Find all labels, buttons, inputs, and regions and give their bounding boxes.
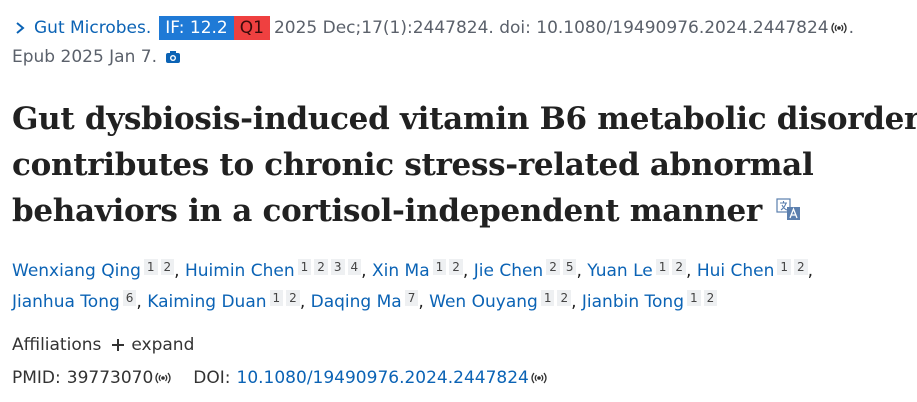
epub: Epub 2025 Jan 7. (12, 47, 157, 67)
affiliation-number[interactable]: 1 (143, 259, 158, 275)
title-line: Gut dysbiosis-induced vitamin B6 metabol… (12, 101, 917, 137)
author-name[interactable]: Yuan Le (587, 261, 653, 281)
affiliation-number[interactable]: 3 (330, 259, 345, 275)
affiliation-number[interactable]: 2 (314, 259, 328, 275)
affiliation-number[interactable]: 1 (687, 290, 701, 306)
author: Hui Chen 1 2, (696, 259, 814, 281)
citation-row: Gut Microbes. IF: 12.2 Q1 2025 Dec;17(1)… (12, 16, 854, 40)
author-separator: , (571, 292, 577, 312)
affiliation-number[interactable]: 5 (562, 259, 577, 275)
chevron-icon (16, 22, 25, 34)
affiliation-number[interactable]: 1 (655, 259, 670, 275)
affiliation-number[interactable]: 2 (672, 259, 687, 275)
author-separator: , (418, 292, 424, 312)
title-text: behaviors in a cortisol-independent mann… (12, 193, 762, 229)
citation-end: . (848, 18, 855, 38)
affiliation-number[interactable]: 1 (777, 259, 792, 275)
author: Daqing Ma 7, (310, 290, 424, 312)
broadcast-icon (531, 372, 547, 384)
author: Wenxiang Qing 1 2, (12, 259, 180, 281)
affiliation-number[interactable]: 6 (122, 290, 137, 306)
doi-label: DOI: (193, 368, 231, 388)
title-line: behaviors in a cortisol-independent mann… (12, 188, 917, 234)
author: Jianhua Tong 6, (12, 290, 142, 312)
affiliation-number[interactable]: 2 (557, 290, 572, 306)
affiliation-number[interactable]: 1 (269, 290, 284, 306)
broadcast-icon (155, 372, 171, 384)
author-name[interactable]: Hui Chen (696, 261, 775, 281)
affiliations-label: Affiliations (12, 335, 102, 355)
author-list: Wenxiang Qing 1 2, Huimin Chen 1 2 3 4, Xin Ma… (12, 256, 907, 318)
affiliations-row: Affiliations expand (12, 335, 194, 355)
author-separator: , (807, 261, 814, 281)
pmid-label: PMID: (12, 368, 61, 388)
author-separator: , (136, 292, 142, 312)
author-name[interactable]: Jianhua Tong (12, 292, 120, 312)
author-name[interactable]: Jie Chen (473, 261, 544, 281)
affiliation-number[interactable]: 2 (546, 259, 560, 275)
impact-factor: IF: 12.2 (159, 16, 234, 40)
author-separator: , (576, 261, 582, 281)
author: Jianbin Tong 1 2 (581, 290, 718, 312)
author-name[interactable]: Kaiming Duan (147, 292, 267, 312)
author: Yuan Le 1 2, (587, 259, 692, 281)
author-separator: , (462, 261, 469, 281)
author-name[interactable]: Wenxiang Qing (12, 261, 141, 281)
author-name[interactable]: Daqing Ma (310, 292, 402, 312)
expand-button[interactable]: expand (111, 335, 194, 355)
author: Jie Chen 2 5, (473, 259, 582, 281)
title-line: contributes to chronic stress-related ab… (12, 147, 814, 183)
camera-icon[interactable] (165, 50, 181, 64)
author-separator: , (174, 261, 180, 281)
author: Wen Ouyang 1 2, (429, 290, 577, 312)
author-name[interactable]: Huimin Chen (184, 261, 295, 281)
affiliation-number[interactable]: 1 (540, 290, 555, 306)
author-separator: , (361, 261, 367, 281)
author-name[interactable]: Xin Ma (371, 261, 430, 281)
expand-label: expand (131, 335, 195, 355)
affiliation-number[interactable]: 1 (297, 259, 312, 275)
affiliation-number[interactable]: 1 (432, 259, 447, 275)
plus-icon (112, 339, 125, 351)
affiliation-number[interactable]: 4 (347, 259, 362, 275)
author-separator: , (686, 261, 692, 281)
doi-link[interactable]: 10.1080/19490976.2024.2447824 (236, 368, 529, 388)
translate-icon[interactable] (776, 197, 802, 223)
article-title: Gut dysbiosis-induced vitamin B6 metabol… (12, 96, 917, 234)
broadcast-icon (830, 22, 847, 34)
affiliation-number[interactable]: 2 (794, 259, 808, 275)
author: Kaiming Duan 1 2, (147, 290, 306, 312)
epub-row: Epub 2025 Jan 7. (12, 47, 181, 67)
author-name[interactable]: Wen Ouyang (429, 292, 538, 312)
journal-link[interactable]: Gut Microbes. (34, 18, 152, 38)
affiliation-number[interactable]: 2 (449, 259, 463, 275)
affiliation-number[interactable]: 2 (286, 290, 300, 306)
pmid: 39773070 (66, 368, 154, 388)
author-name[interactable]: Jianbin Tong (581, 292, 684, 312)
affiliation-number[interactable]: 7 (404, 290, 419, 306)
identifiers-row: PMID: 39773070 DOI: 10.1080/19490976.202… (12, 368, 549, 388)
affiliation-number[interactable]: 2 (160, 259, 175, 275)
author: Huimin Chen 1 2 3 4, (184, 259, 367, 281)
quartile: Q1 (233, 16, 270, 40)
author: Xin Ma 1 2, (371, 259, 469, 281)
author-separator: , (299, 292, 306, 312)
citation: 2025 Dec;17(1):2447824. doi: 10.1080/194… (273, 18, 829, 38)
affiliation-number[interactable]: 2 (703, 290, 718, 306)
